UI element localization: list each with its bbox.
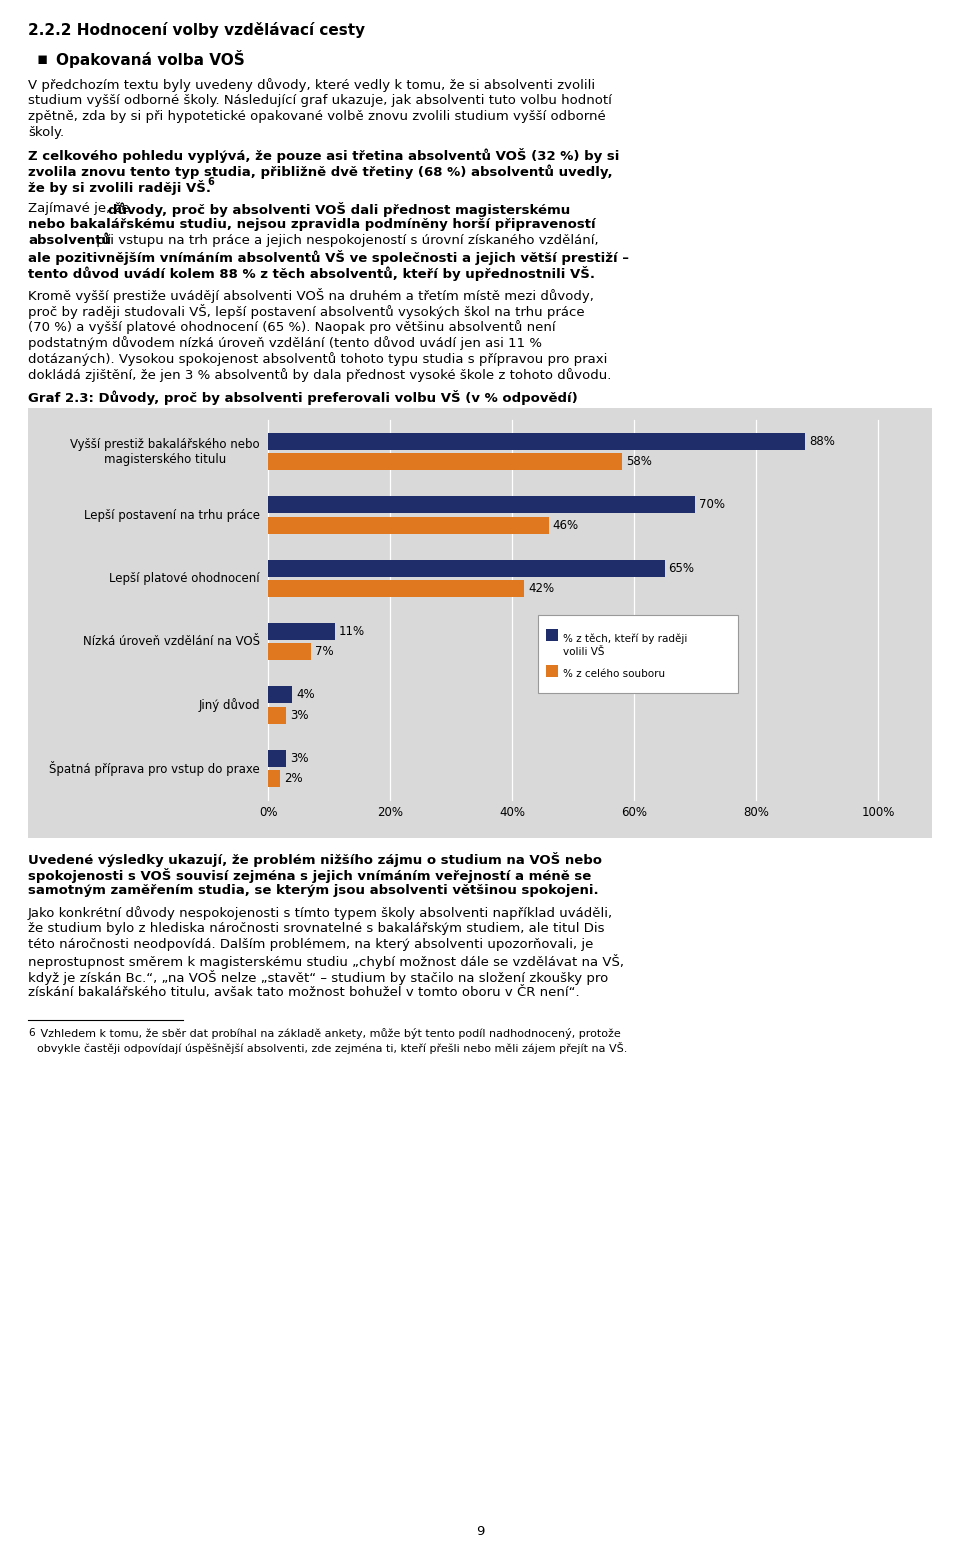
Text: 100%: 100% [861, 805, 895, 819]
Text: ale pozitivnějším vnímáním absolventů VŠ ve společnosti a jejich větší prestiží : ale pozitivnějším vnímáním absolventů VŠ… [28, 250, 629, 265]
Text: Graf 2.3: Důvody, proč by absolventi preferovali volbu VŠ (v % odpovědí): Graf 2.3: Důvody, proč by absolventi pre… [28, 390, 578, 404]
Text: obvykle častěji odpovídají úspěšnější absolventi, zde zejména ti, kteří přešli n: obvykle častěji odpovídají úspěšnější ab… [37, 1042, 628, 1054]
Text: 11%: 11% [339, 625, 365, 639]
Text: Opakovaná volba VOŠ: Opakovaná volba VOŠ [56, 49, 245, 68]
Text: dokládá zjištění, že jen 3 % absolventů by dala přednost vysoké škole z tohoto d: dokládá zjištění, že jen 3 % absolventů … [28, 367, 612, 383]
Text: 0%: 0% [259, 805, 277, 819]
Text: Z celkového pohledu vyplývá, že pouze asi třetina absolventů VOŠ (32 %) by si: Z celkového pohledu vyplývá, že pouze as… [28, 148, 619, 164]
Bar [268, 517, 548, 534]
Bar [539, 616, 738, 693]
Text: Špatná příprava pro vstup do praxe: Špatná příprava pro vstup do praxe [49, 761, 260, 776]
Bar [268, 750, 286, 767]
Text: 4%: 4% [297, 688, 315, 702]
Text: studium vyšší odborné školy. Následující graf ukazuje, jak absolventi tuto volbu: studium vyšší odborné školy. Následující… [28, 94, 612, 106]
Text: nebo bakalářskému studiu, nejsou zpravidla podmíněny horší připraveností: nebo bakalářskému studiu, nejsou zpravid… [28, 218, 595, 231]
Bar [268, 770, 280, 787]
Bar [268, 434, 804, 451]
Text: Zajímavé je, že: Zajímavé je, že [28, 202, 134, 214]
Text: samotným zaměřením studia, se kterým jsou absolventi většinou spokojeni.: samotným zaměřením studia, se kterým jso… [28, 884, 599, 896]
Text: důvody, proč by absolventi VOŠ dali přednost magisterskému: důvody, proč by absolventi VOŠ dali před… [108, 202, 570, 218]
Bar [546, 665, 559, 677]
Text: (70 %) a vyšší platové ohodnocení (65 %). Naopak pro většinu absolventů není: (70 %) a vyšší platové ohodnocení (65 %)… [28, 319, 556, 333]
Bar [268, 454, 622, 471]
Text: spokojenosti s VOŠ souvisí zejména s jejich vnímáním veřejností a méně se: spokojenosti s VOŠ souvisí zejména s jej… [28, 869, 591, 883]
Text: % z těch, kteří by raději
volili VŠ: % z těch, kteří by raději volili VŠ [564, 633, 687, 657]
Text: zvolila znovu tento typ studia, přibližně dvě třetiny (68 %) absolventů uvedly,: zvolila znovu tento typ studia, přibližn… [28, 164, 612, 179]
Text: tento důvod uvádí kolem 88 % z těch absolventů, kteří by upřednostnili VŠ.: tento důvod uvádí kolem 88 % z těch abso… [28, 265, 595, 281]
Text: Nízká úroveň vzdělání na VOŠ: Nízká úroveň vzdělání na VOŠ [83, 636, 260, 648]
Text: 80%: 80% [743, 805, 769, 819]
Text: že by si zvolili raději VŠ.: že by si zvolili raději VŠ. [28, 181, 211, 194]
Text: Vzhledem k tomu, že sběr dat probíhal na základě ankety, může být tento podíl na: Vzhledem k tomu, že sběr dat probíhal na… [37, 1028, 621, 1038]
Text: 6: 6 [207, 177, 214, 187]
Text: neprostupnost směrem k magisterskému studiu „chybí možnost dále se vzdělávat na : neprostupnost směrem k magisterskému stu… [28, 954, 624, 969]
Text: při vstupu na trh práce a jejich nespokojeností s úrovní získaného vzdělání,: při vstupu na trh práce a jejich nespoko… [92, 235, 599, 247]
Text: Jako konkrétní důvody nespokojenosti s tímto typem školy absolventi například uv: Jako konkrétní důvody nespokojenosti s t… [28, 906, 613, 920]
Text: této náročnosti neodpovídá. Dalším problémem, na který absolventi upozorňovali, : této náročnosti neodpovídá. Dalším probl… [28, 938, 593, 950]
Text: 88%: 88% [808, 435, 834, 447]
Text: % z celého souboru: % z celého souboru [564, 670, 665, 679]
Text: Lepší postavení na trhu práce: Lepší postavení na trhu práce [84, 509, 260, 522]
Bar [268, 687, 293, 704]
Text: 42%: 42% [528, 582, 554, 596]
Text: když je získán Bc.“, „na VOŠ nelze „stavět“ – studium by stačilo na složení zkou: když je získán Bc.“, „na VOŠ nelze „stav… [28, 971, 609, 984]
Text: 58%: 58% [626, 455, 652, 468]
Text: že studium bylo z hlediska náročnosti srovnatelné s bakalářským studiem, ale tit: že studium bylo z hlediska náročnosti sr… [28, 923, 605, 935]
Text: 46%: 46% [553, 518, 579, 532]
Text: Vyšší prestiž bakalářského nebo
magisterského titulu: Vyšší prestiž bakalářského nebo magister… [70, 438, 260, 466]
Bar [268, 707, 286, 724]
Text: 7%: 7% [315, 645, 333, 659]
Text: 60%: 60% [621, 805, 647, 819]
Bar [268, 580, 524, 597]
Text: školy.: školy. [28, 127, 64, 139]
Text: 3%: 3% [290, 708, 309, 722]
Text: podstatným důvodem nízká úroveň vzdělání (tento důvod uvádí jen asi 11 %: podstatným důvodem nízká úroveň vzdělání… [28, 336, 542, 350]
Text: 40%: 40% [499, 805, 525, 819]
Text: V předchozím textu byly uvedeny důvody, které vedly k tomu, že si absolventi zvo: V předchozím textu byly uvedeny důvody, … [28, 79, 595, 93]
Text: získání bakalářského titulu, avšak tato možnost bohužel v tomto oboru v ČR není“: získání bakalářského titulu, avšak tato … [28, 986, 580, 998]
Bar [546, 630, 559, 640]
Text: absolventů: absolventů [28, 235, 111, 247]
Bar [268, 560, 664, 577]
Bar [268, 623, 335, 640]
Text: Lepší platové ohodnocení: Lepší platové ohodnocení [109, 572, 260, 585]
Text: 70%: 70% [699, 498, 725, 511]
Text: 9: 9 [476, 1524, 484, 1538]
Text: 3%: 3% [290, 751, 309, 765]
Bar [28, 407, 932, 838]
Text: zpětně, zda by si při hypotetické opakované volbě znovu zvolili studium vyšší od: zpětně, zda by si při hypotetické opakov… [28, 110, 606, 123]
Text: 6: 6 [28, 1028, 35, 1038]
Text: Kromě vyšší prestiže uvádějí absolventi VOŠ na druhém a třetím místě mezi důvody: Kromě vyšší prestiže uvádějí absolventi … [28, 289, 594, 302]
Text: Uvedené výsledky ukazují, že problém nižšího zájmu o studium na VOŠ nebo: Uvedené výsledky ukazují, že problém niž… [28, 852, 602, 867]
Text: proč by raději studovali VŠ, lepší postavení absolventů vysokých škol na trhu pr: proč by raději studovali VŠ, lepší posta… [28, 304, 585, 319]
Text: 2%: 2% [284, 772, 302, 785]
Text: ▪: ▪ [36, 49, 47, 68]
Text: dotázaných). Vysokou spokojenost absolventů tohoto typu studia s přípravou pro p: dotázaných). Vysokou spokojenost absolve… [28, 352, 608, 366]
Text: 20%: 20% [377, 805, 403, 819]
Bar [268, 643, 311, 660]
Bar [268, 497, 695, 514]
Text: 2.2.2 Hodnocení volby vzdělávací cesty: 2.2.2 Hodnocení volby vzdělávací cesty [28, 22, 365, 39]
Text: Jiný důvod: Jiný důvod [199, 697, 260, 711]
Text: 65%: 65% [668, 562, 694, 574]
